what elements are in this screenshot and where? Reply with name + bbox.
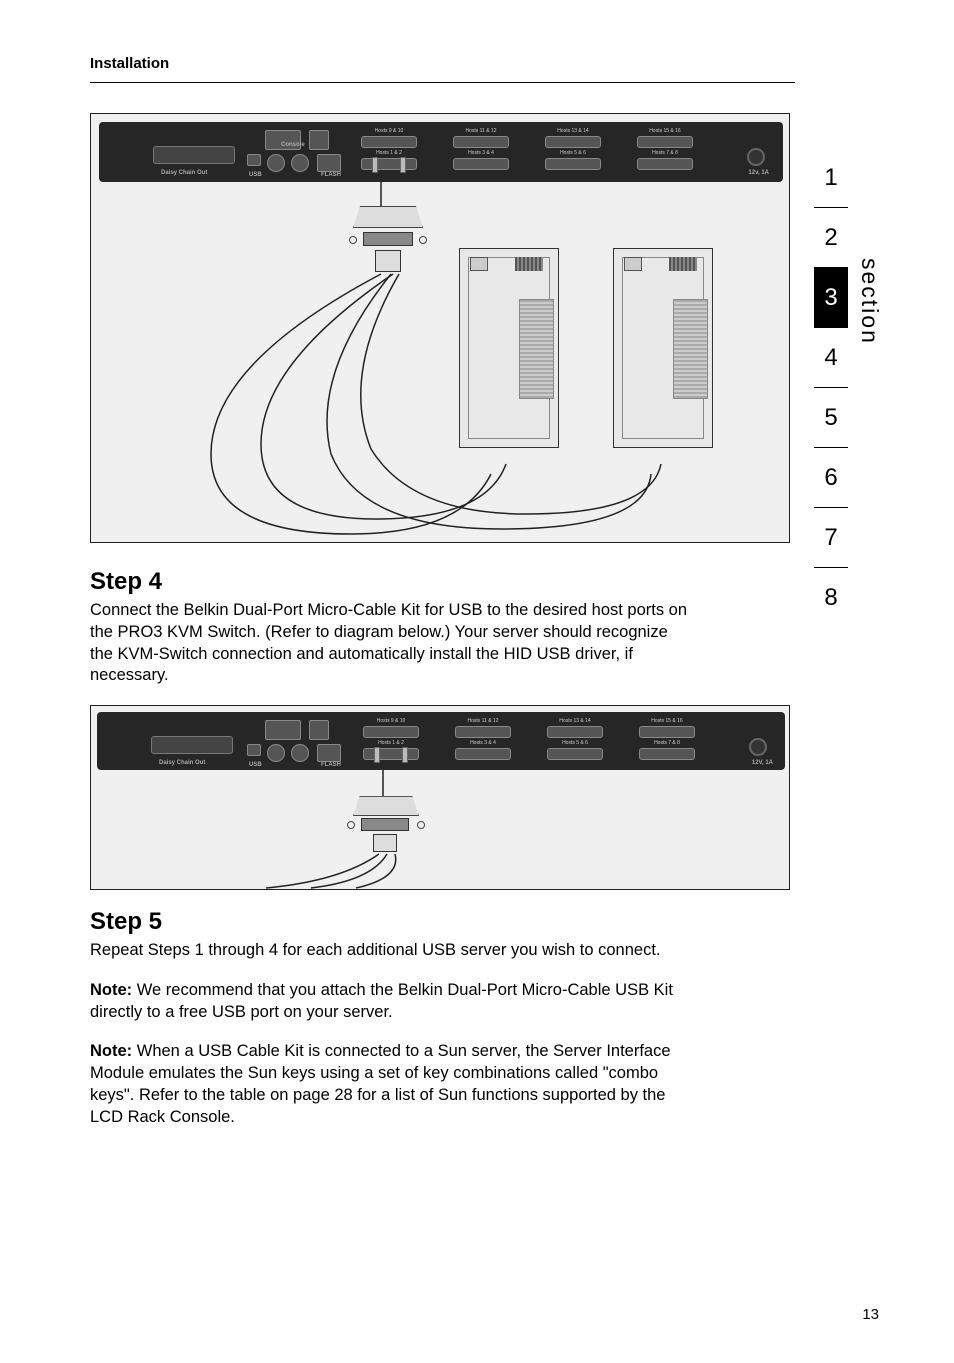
port-label: Hosts 11 & 12 bbox=[455, 718, 511, 724]
page-header: Installation bbox=[90, 55, 690, 72]
kvm-switch-rear-2: Daisy Chain Out USB FLASH Hosts 9 & 10 H… bbox=[97, 712, 785, 770]
note-label: Note: bbox=[90, 981, 132, 999]
cable-junction bbox=[373, 834, 397, 852]
port-label: Hosts 3 & 4 bbox=[453, 150, 509, 156]
daisy-label: Daisy Chain Out bbox=[159, 760, 205, 766]
port-label: Hosts 15 & 16 bbox=[637, 128, 693, 134]
port-label: Hosts 5 & 6 bbox=[547, 740, 603, 746]
flash-label: FLASH bbox=[321, 172, 341, 178]
step5-note1: Note: We recommend that you attach the B… bbox=[90, 980, 690, 1024]
port-label: Hosts 1 & 2 bbox=[361, 150, 417, 156]
port-label: Hosts 13 & 14 bbox=[547, 718, 603, 724]
port-label: Hosts 9 & 10 bbox=[363, 718, 419, 724]
port-label: Hosts 5 & 6 bbox=[545, 150, 601, 156]
page-number: 13 bbox=[862, 1306, 879, 1323]
section-nav-item-6[interactable]: 6 bbox=[814, 448, 848, 508]
port-label: Hosts 1 & 2 bbox=[363, 740, 419, 746]
port-label: Hosts 11 & 12 bbox=[453, 128, 509, 134]
usb-label: USB bbox=[249, 762, 262, 768]
diagram-step4: Daisy Chain Out Console USB FLASH Hosts … bbox=[90, 113, 790, 543]
port-label: Hosts 7 & 8 bbox=[637, 150, 693, 156]
step4-body: Connect the Belkin Dual-Port Micro-Cable… bbox=[90, 600, 690, 687]
server-2 bbox=[613, 248, 713, 448]
section-label: section bbox=[856, 258, 883, 345]
section-nav-item-2[interactable]: 2 bbox=[814, 208, 848, 268]
server-1 bbox=[459, 248, 559, 448]
section-nav-item-5[interactable]: 5 bbox=[814, 388, 848, 448]
cable-junction bbox=[375, 250, 401, 272]
section-nav: 12345678 section bbox=[814, 148, 883, 628]
daisy-label: Daisy Chain Out bbox=[161, 170, 207, 176]
section-nav-item-3[interactable]: 3 bbox=[814, 268, 848, 328]
step5-body: Repeat Steps 1 through 4 for each additi… bbox=[90, 940, 690, 962]
note-label: Note: bbox=[90, 1042, 132, 1060]
usb-label: USB bbox=[249, 172, 262, 178]
note-text: When a USB Cable Kit is connected to a S… bbox=[90, 1042, 671, 1125]
console-label: Console bbox=[281, 142, 305, 148]
note-text: We recommend that you attach the Belkin … bbox=[90, 981, 673, 1021]
power-label: 12v, 1A bbox=[748, 170, 769, 176]
section-nav-item-4[interactable]: 4 bbox=[814, 328, 848, 388]
port-label: Hosts 13 & 14 bbox=[545, 128, 601, 134]
port-label: Hosts 9 & 10 bbox=[361, 128, 417, 134]
vga-connector bbox=[353, 206, 423, 228]
step5-note2: Note: When a USB Cable Kit is connected … bbox=[90, 1041, 690, 1128]
section-nav-item-1[interactable]: 1 bbox=[814, 148, 848, 208]
diagram-step5: Daisy Chain Out USB FLASH Hosts 9 & 10 H… bbox=[90, 705, 790, 890]
port-label: Hosts 3 & 4 bbox=[455, 740, 511, 746]
section-nav-item-7[interactable]: 7 bbox=[814, 508, 848, 568]
port-label: Hosts 15 & 16 bbox=[639, 718, 695, 724]
header-rule bbox=[90, 82, 795, 83]
step4-heading: Step 4 bbox=[90, 568, 690, 596]
flash-label: FLASH bbox=[321, 762, 341, 768]
power-label: 12V, 1A bbox=[752, 760, 773, 766]
kvm-switch-rear: Daisy Chain Out Console USB FLASH Hosts … bbox=[99, 122, 783, 182]
step5-heading: Step 5 bbox=[90, 908, 690, 936]
port-label: Hosts 7 & 8 bbox=[639, 740, 695, 746]
section-nav-item-8[interactable]: 8 bbox=[814, 568, 848, 628]
vga-connector bbox=[353, 796, 419, 816]
